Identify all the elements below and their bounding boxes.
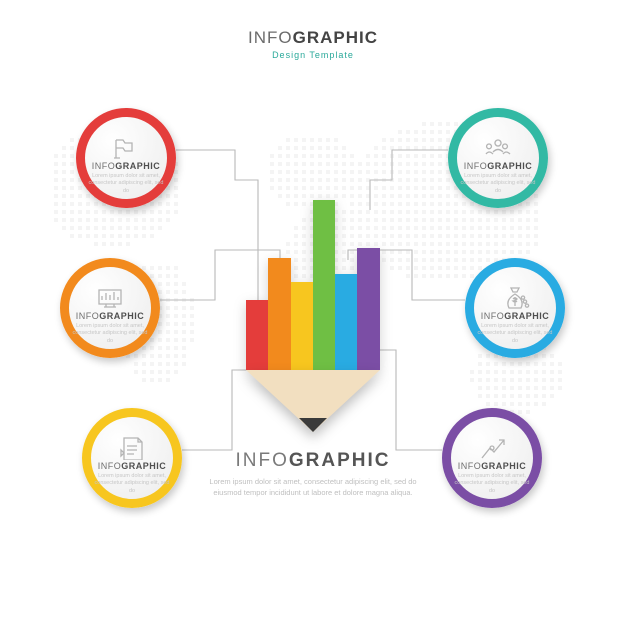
center-title: INFOGRAPHIC: [203, 450, 423, 472]
node-label: INFOGRAPHIC Lorem ipsum dolor sit amet, c…: [60, 311, 160, 345]
node-monitor: INFOGRAPHIC Lorem ipsum dolor sit amet, c…: [60, 258, 160, 358]
node-title: INFOGRAPHIC: [442, 461, 542, 471]
pencil-bars: [246, 200, 380, 370]
center-body: Lorem ipsum dolor sit amet, consectetur …: [203, 477, 423, 499]
center-title-bold: GRAPHIC: [289, 450, 391, 471]
flag-icon: [111, 136, 141, 160]
header-title-bold: GRAPHIC: [293, 28, 378, 47]
node-label: INFOGRAPHIC Lorem ipsum dolor sit amet, c…: [76, 161, 176, 195]
pencil-tip: [246, 370, 380, 432]
node-flag: INFOGRAPHIC Lorem ipsum dolor sit amet, c…: [76, 108, 176, 208]
doc-icon: [117, 436, 147, 460]
node-title: INFOGRAPHIC: [60, 311, 160, 321]
node-label: INFOGRAPHIC Lorem ipsum dolor sit amet, c…: [442, 461, 542, 495]
pencil-bar-3: [313, 200, 335, 370]
header: INFOGRAPHIC Design Template: [0, 28, 626, 60]
center-caption: INFOGRAPHIC Lorem ipsum dolor sit amet, …: [203, 450, 423, 499]
connector-5: [370, 296, 442, 450]
node-team: INFOGRAPHIC Lorem ipsum dolor sit amet, c…: [448, 108, 548, 208]
node-label: INFOGRAPHIC Lorem ipsum dolor sit amet, c…: [448, 161, 548, 195]
money-icon: [500, 286, 530, 310]
pencil-bar-0: [246, 300, 268, 370]
node-title: INFOGRAPHIC: [82, 461, 182, 471]
node-body: Lorem ipsum dolor sit amet, consectetur …: [76, 173, 176, 195]
node-label: INFOGRAPHIC Lorem ipsum dolor sit amet, c…: [465, 311, 565, 345]
team-icon: [483, 136, 513, 160]
center-title-light: INFO: [235, 450, 288, 471]
pencil-bar-4: [335, 274, 357, 370]
pencil-bar-2: [291, 282, 313, 370]
node-title: INFOGRAPHIC: [448, 161, 548, 171]
growth-icon: [477, 436, 507, 460]
header-subtitle: Design Template: [0, 50, 626, 60]
node-growth: INFOGRAPHIC Lorem ipsum dolor sit amet, c…: [442, 408, 542, 508]
pencil-bar-1: [268, 258, 290, 370]
node-title: INFOGRAPHIC: [76, 161, 176, 171]
node-label: INFOGRAPHIC Lorem ipsum dolor sit amet, c…: [82, 461, 182, 495]
monitor-icon: [95, 286, 125, 310]
node-body: Lorem ipsum dolor sit amet, consectetur …: [465, 323, 565, 345]
pencil-bar-5: [357, 248, 379, 370]
node-body: Lorem ipsum dolor sit amet, consectetur …: [60, 323, 160, 345]
node-doc: INFOGRAPHIC Lorem ipsum dolor sit amet, c…: [82, 408, 182, 508]
node-body: Lorem ipsum dolor sit amet, consectetur …: [448, 173, 548, 195]
pencil-chart: [246, 200, 380, 432]
node-title: INFOGRAPHIC: [465, 311, 565, 321]
node-body: Lorem ipsum dolor sit amet, consectetur …: [442, 473, 542, 495]
connector-3: [370, 150, 448, 210]
node-money: INFOGRAPHIC Lorem ipsum dolor sit amet, c…: [465, 258, 565, 358]
node-body: Lorem ipsum dolor sit amet, consectetur …: [82, 473, 182, 495]
header-title-light: INFO: [248, 28, 293, 47]
header-title: INFOGRAPHIC: [0, 28, 626, 48]
